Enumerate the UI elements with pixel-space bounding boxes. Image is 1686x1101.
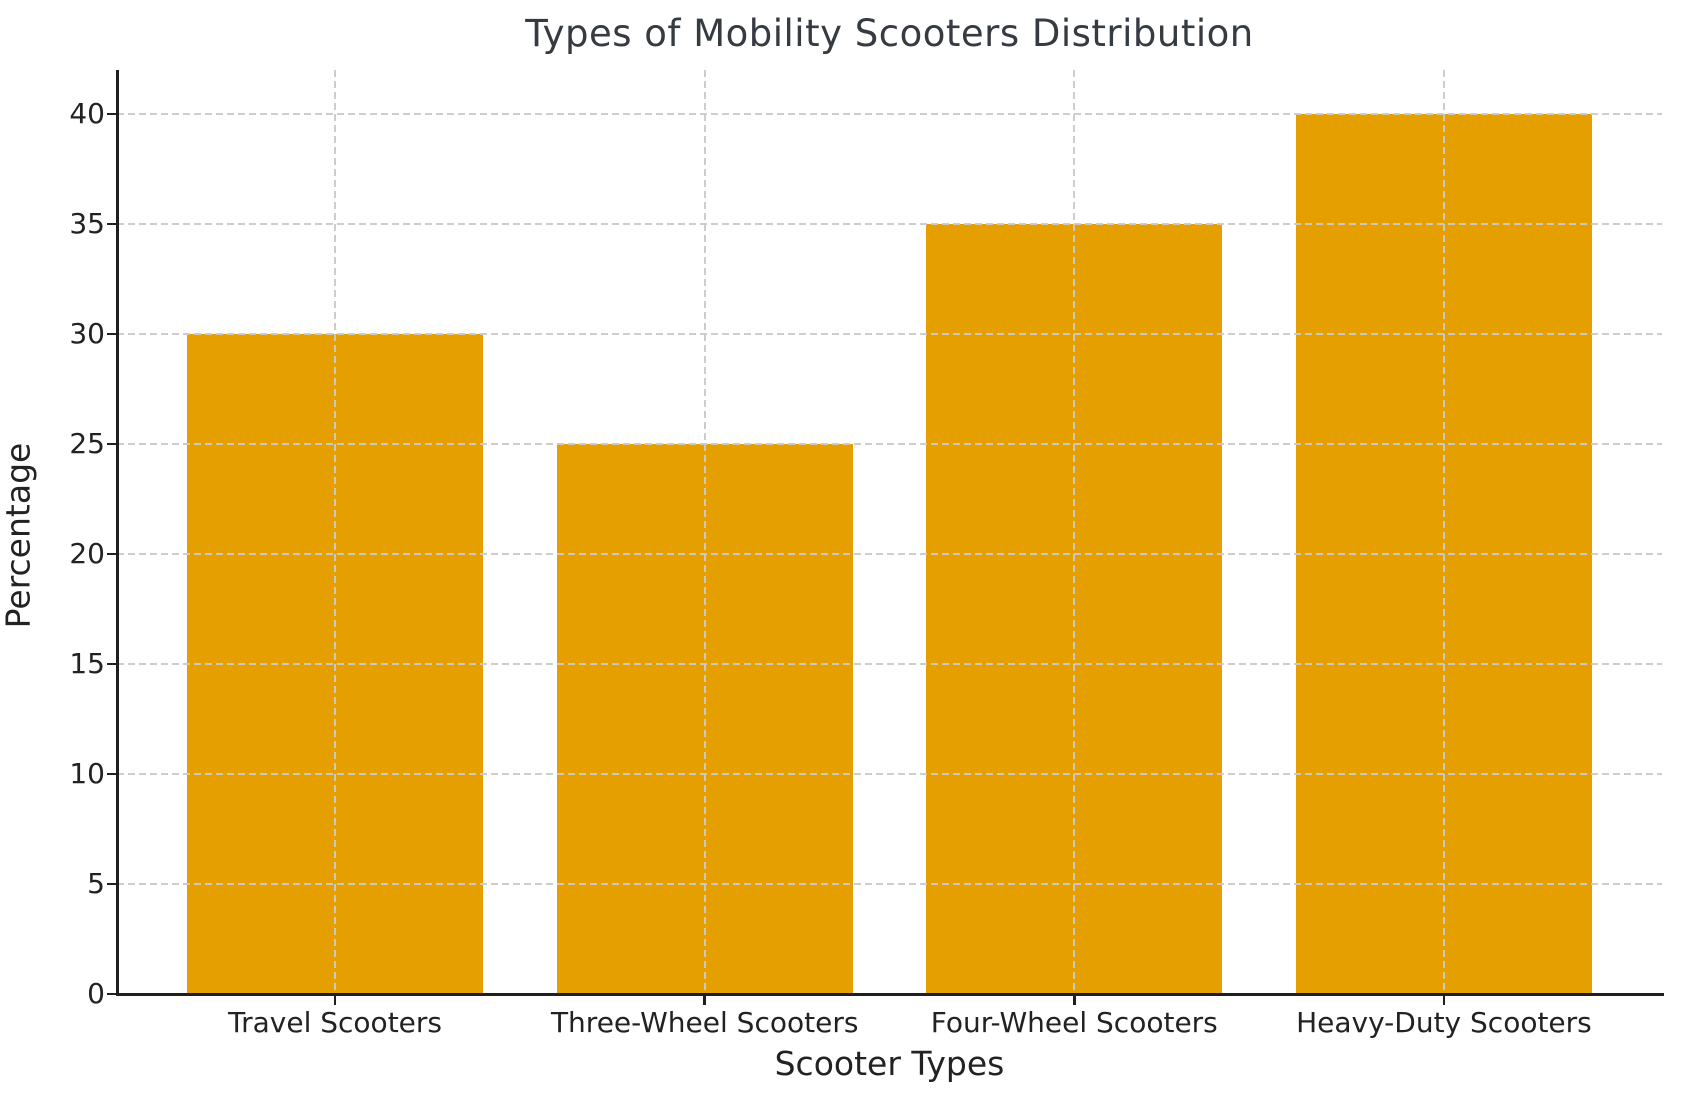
gridline-vertical [703, 70, 706, 994]
gridline-horizontal [117, 883, 1662, 885]
y-axis-tick [106, 552, 116, 556]
y-tick-label: 10 [69, 757, 105, 790]
x-axis-label: Scooter Types [774, 1044, 1005, 1083]
y-axis-tick [106, 442, 116, 446]
y-tick-label: 5 [87, 867, 105, 900]
x-tick-label: Travel Scooters [228, 1006, 442, 1039]
gridline-vertical [1073, 70, 1076, 994]
x-tick-label: Four-Wheel Scooters [930, 1006, 1218, 1039]
gridline-horizontal [117, 553, 1662, 555]
y-tick-label: 35 [69, 207, 105, 240]
y-axis-spine [115, 70, 119, 996]
x-tick-label: Heavy-Duty Scooters [1296, 1006, 1592, 1039]
gridline-vertical [334, 70, 337, 994]
y-axis-tick [106, 882, 116, 886]
gridline-horizontal [117, 333, 1662, 335]
gridline-horizontal [117, 663, 1662, 665]
y-axis-tick [106, 332, 116, 336]
y-axis-tick [106, 112, 116, 116]
x-axis-tick [1442, 995, 1446, 1005]
x-axis-spine [115, 992, 1664, 996]
y-axis-tick [106, 222, 116, 226]
y-tick-label: 20 [69, 537, 105, 570]
x-axis-tick [703, 995, 706, 1005]
x-axis-tick [333, 995, 337, 1005]
gridline-horizontal [117, 773, 1662, 775]
y-axis-tick [106, 992, 116, 996]
y-axis-label: Percentage [0, 442, 38, 629]
gridline-horizontal [117, 443, 1662, 445]
y-tick-label: 25 [69, 427, 105, 460]
y-axis-tick [106, 772, 116, 776]
y-tick-label: 0 [87, 977, 105, 1010]
y-axis-tick [106, 662, 116, 666]
plot-area: Travel Scooters Three-Wheel Scooters Four-… [69, 70, 1664, 1039]
y-tick-label: 15 [69, 647, 105, 680]
chart-title: Types of Mobility Scooters Distribution [525, 12, 1254, 55]
y-tick-label: 40 [69, 97, 105, 130]
gridline-horizontal [117, 223, 1662, 225]
gridline-vertical [1442, 70, 1445, 994]
x-tick-label: Three-Wheel Scooters [550, 1006, 859, 1039]
y-tick-label: 30 [69, 317, 105, 350]
x-axis-tick [1073, 995, 1076, 1005]
gridline-horizontal [117, 113, 1662, 115]
